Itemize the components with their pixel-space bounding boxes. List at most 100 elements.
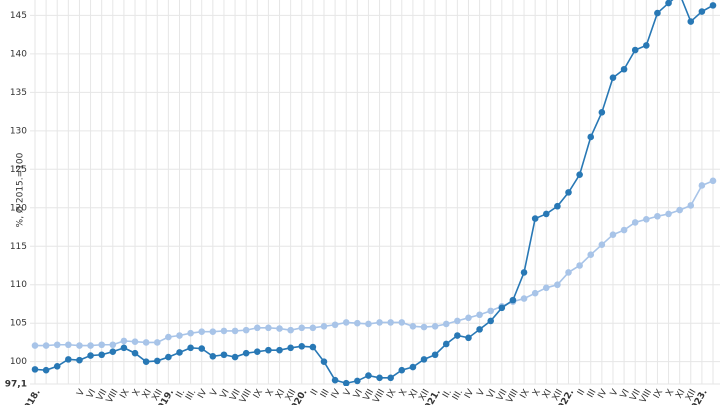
x-tick-label: V (476, 387, 488, 398)
data-point (209, 352, 217, 360)
x-tick-label: VIII (105, 388, 121, 405)
x-tick-label: VII (362, 388, 376, 403)
data-point (287, 326, 294, 334)
data-point (65, 341, 72, 349)
data-point (565, 189, 572, 196)
series-line (34, 0, 714, 385)
data-point (465, 334, 472, 342)
x-tick-label: 2018. (20, 388, 43, 405)
x-tick-label: III (319, 388, 332, 400)
data-point (298, 324, 306, 332)
data-point (365, 372, 372, 379)
data-point (342, 379, 350, 386)
data-point (531, 215, 539, 222)
data-point (76, 356, 83, 364)
y-tick-label: 135 (10, 88, 27, 98)
data-point (276, 325, 283, 332)
data-point (165, 353, 172, 361)
data-point (231, 353, 239, 361)
data-point (87, 352, 94, 359)
data-point (442, 340, 450, 348)
data-point (98, 341, 105, 349)
data-point (665, 210, 672, 218)
data-point (509, 296, 517, 304)
data-point (109, 341, 117, 349)
x-tick-label: IX (652, 388, 665, 401)
data-point (576, 171, 583, 178)
x-tick-label: VI (219, 388, 232, 401)
data-point (109, 348, 117, 355)
x-tick-label: IX (519, 388, 532, 401)
x-tick-label: XII (417, 388, 431, 403)
data-point (576, 262, 583, 269)
data-point (231, 327, 239, 335)
data-point (609, 74, 617, 82)
x-tick-label: V (609, 387, 621, 398)
data-point (354, 377, 361, 385)
x-tick-label: IX (385, 388, 398, 401)
x-tick-label: III. (184, 388, 198, 402)
data-point (65, 356, 72, 363)
x-tick-label: XI (141, 388, 154, 401)
data-point (142, 339, 150, 346)
y-tick-label: 115 (10, 242, 27, 252)
x-tick-label: VII (629, 388, 643, 403)
x-tick-label: X (531, 388, 543, 398)
data-point (242, 326, 250, 334)
data-point (398, 366, 406, 374)
data-point (487, 307, 495, 315)
x-tick-label: X (264, 388, 276, 398)
x-tick-label: IX (119, 388, 132, 401)
data-point (542, 284, 550, 292)
data-point (120, 344, 128, 352)
data-point (42, 342, 50, 349)
data-point (709, 2, 717, 9)
data-point (431, 322, 439, 330)
data-point (187, 344, 194, 352)
data-point (365, 320, 372, 328)
x-tick-label: XI (674, 388, 687, 401)
x-tick-label: VII (228, 388, 242, 403)
data-point (643, 216, 650, 223)
y-axis-label: %, Ø 2015.=100 (15, 152, 26, 227)
data-point (554, 202, 561, 210)
data-point (454, 317, 461, 325)
x-tick-label: V (342, 387, 354, 398)
data-point (276, 346, 283, 354)
data-point (253, 348, 261, 355)
x-tick-label: VI (485, 388, 498, 401)
data-point (265, 346, 272, 354)
data-point (387, 319, 394, 326)
data-point (654, 9, 661, 17)
x-tick-label: XII (284, 388, 298, 403)
x-tick-label: IV (196, 387, 209, 400)
data-point (476, 326, 483, 333)
data-point (209, 328, 217, 335)
data-point (331, 321, 339, 329)
data-point (220, 327, 228, 335)
x-tick-label: VIII (238, 388, 254, 405)
data-point (298, 342, 306, 350)
data-point (687, 202, 695, 209)
data-point (287, 344, 294, 352)
data-point (598, 109, 606, 116)
x-tick-label: VII (495, 388, 509, 403)
data-point (320, 358, 328, 365)
data-point (187, 329, 194, 337)
data-point (631, 46, 639, 54)
data-point (398, 319, 406, 326)
x-tick-label: VIII (505, 388, 521, 405)
data-point (565, 269, 572, 276)
x-tick-label: V (75, 387, 87, 398)
data-point (654, 212, 661, 220)
data-point (376, 374, 383, 382)
x-tick-label: VI (85, 388, 98, 401)
plot-area (30, 0, 720, 386)
y-tick-label: 125 (10, 165, 27, 175)
x-tick-label: VIII (372, 388, 388, 405)
y-tick-label: 120 (10, 203, 27, 213)
data-point (176, 349, 183, 356)
x-tick-label: VI (619, 388, 632, 401)
x-tick-label: X (665, 388, 677, 398)
data-point (98, 351, 105, 359)
